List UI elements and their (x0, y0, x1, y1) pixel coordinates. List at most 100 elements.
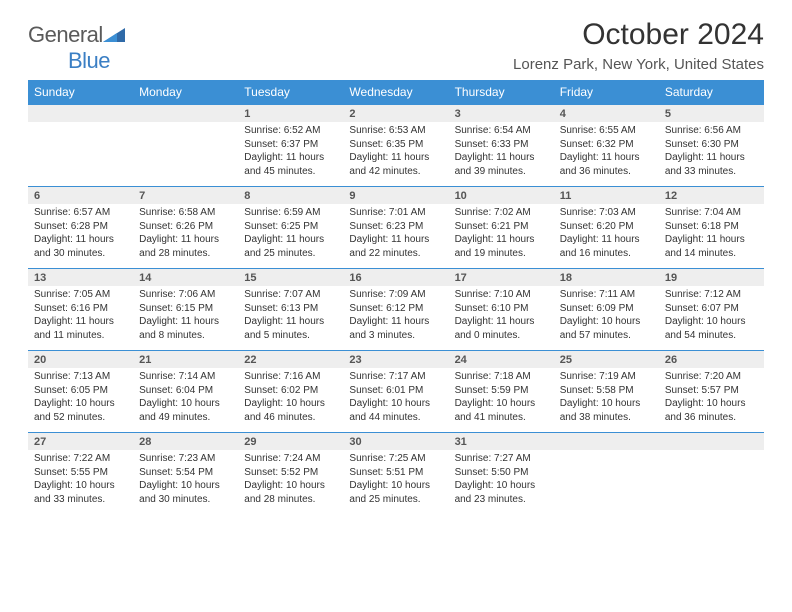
day-cell: Sunrise: 7:03 AMSunset: 6:20 PMDaylight:… (554, 204, 659, 269)
daylight-text: Daylight: 11 hours and 16 minutes. (560, 233, 653, 260)
day-cell (659, 450, 764, 514)
sunset-text: Sunset: 5:51 PM (349, 466, 442, 480)
day-cell: Sunrise: 7:02 AMSunset: 6:21 PMDaylight:… (449, 204, 554, 269)
day-content-row: Sunrise: 7:22 AMSunset: 5:55 PMDaylight:… (28, 450, 764, 514)
daylight-text: Daylight: 11 hours and 11 minutes. (34, 315, 127, 342)
day-number: 23 (343, 351, 448, 369)
day-cell: Sunrise: 6:55 AMSunset: 6:32 PMDaylight:… (554, 122, 659, 187)
daylight-text: Daylight: 11 hours and 14 minutes. (665, 233, 758, 260)
weekday-header: Friday (554, 80, 659, 105)
sunrise-text: Sunrise: 6:58 AM (139, 206, 232, 220)
sunset-text: Sunset: 6:33 PM (455, 138, 548, 152)
sunset-text: Sunset: 5:58 PM (560, 384, 653, 398)
sunrise-text: Sunrise: 7:10 AM (455, 288, 548, 302)
sunrise-text: Sunrise: 7:18 AM (455, 370, 548, 384)
day-cell: Sunrise: 7:07 AMSunset: 6:13 PMDaylight:… (238, 286, 343, 351)
daylight-text: Daylight: 11 hours and 19 minutes. (455, 233, 548, 260)
day-cell: Sunrise: 7:18 AMSunset: 5:59 PMDaylight:… (449, 368, 554, 433)
daylight-text: Daylight: 11 hours and 3 minutes. (349, 315, 442, 342)
day-number: 5 (659, 105, 764, 123)
weekday-header: Monday (133, 80, 238, 105)
day-cell: Sunrise: 7:17 AMSunset: 6:01 PMDaylight:… (343, 368, 448, 433)
location-text: Lorenz Park, New York, United States (513, 56, 764, 73)
day-number: 13 (28, 269, 133, 287)
sunrise-text: Sunrise: 7:04 AM (665, 206, 758, 220)
sunset-text: Sunset: 5:50 PM (455, 466, 548, 480)
day-cell: Sunrise: 7:12 AMSunset: 6:07 PMDaylight:… (659, 286, 764, 351)
sunset-text: Sunset: 6:32 PM (560, 138, 653, 152)
day-number-row: 13141516171819 (28, 269, 764, 287)
day-cell (28, 122, 133, 187)
day-cell: Sunrise: 7:10 AMSunset: 6:10 PMDaylight:… (449, 286, 554, 351)
day-cell: Sunrise: 6:57 AMSunset: 6:28 PMDaylight:… (28, 204, 133, 269)
sunrise-text: Sunrise: 7:07 AM (244, 288, 337, 302)
sunset-text: Sunset: 6:23 PM (349, 220, 442, 234)
sunset-text: Sunset: 6:12 PM (349, 302, 442, 316)
day-cell: Sunrise: 7:05 AMSunset: 6:16 PMDaylight:… (28, 286, 133, 351)
sunrise-text: Sunrise: 6:52 AM (244, 124, 337, 138)
day-cell (554, 450, 659, 514)
day-number: 27 (28, 433, 133, 451)
sunrise-text: Sunrise: 7:01 AM (349, 206, 442, 220)
sunset-text: Sunset: 6:16 PM (34, 302, 127, 316)
daylight-text: Daylight: 11 hours and 5 minutes. (244, 315, 337, 342)
daylight-text: Daylight: 11 hours and 33 minutes. (665, 151, 758, 178)
sunset-text: Sunset: 6:01 PM (349, 384, 442, 398)
sunset-text: Sunset: 6:26 PM (139, 220, 232, 234)
day-cell: Sunrise: 7:23 AMSunset: 5:54 PMDaylight:… (133, 450, 238, 514)
day-cell (133, 122, 238, 187)
day-number-row: 2728293031 (28, 433, 764, 451)
day-number: 22 (238, 351, 343, 369)
sunset-text: Sunset: 6:05 PM (34, 384, 127, 398)
day-cell: Sunrise: 7:22 AMSunset: 5:55 PMDaylight:… (28, 450, 133, 514)
day-number: 8 (238, 187, 343, 205)
daylight-text: Daylight: 11 hours and 22 minutes. (349, 233, 442, 260)
day-number (133, 105, 238, 123)
day-number: 14 (133, 269, 238, 287)
day-cell: Sunrise: 7:20 AMSunset: 5:57 PMDaylight:… (659, 368, 764, 433)
daylight-text: Daylight: 11 hours and 42 minutes. (349, 151, 442, 178)
day-cell: Sunrise: 6:58 AMSunset: 6:26 PMDaylight:… (133, 204, 238, 269)
day-number: 11 (554, 187, 659, 205)
sunrise-text: Sunrise: 7:09 AM (349, 288, 442, 302)
day-number: 6 (28, 187, 133, 205)
day-cell: Sunrise: 7:19 AMSunset: 5:58 PMDaylight:… (554, 368, 659, 433)
day-number: 20 (28, 351, 133, 369)
daylight-text: Daylight: 10 hours and 36 minutes. (665, 397, 758, 424)
logo-text-general: General (28, 22, 103, 47)
weekday-header: Tuesday (238, 80, 343, 105)
day-number: 29 (238, 433, 343, 451)
daylight-text: Daylight: 11 hours and 39 minutes. (455, 151, 548, 178)
sunset-text: Sunset: 6:28 PM (34, 220, 127, 234)
calendar-body: 12345 Sunrise: 6:52 AMSunset: 6:37 PMDay… (28, 105, 764, 515)
day-cell: Sunrise: 7:16 AMSunset: 6:02 PMDaylight:… (238, 368, 343, 433)
sunrise-text: Sunrise: 7:27 AM (455, 452, 548, 466)
month-title: October 2024 (513, 18, 764, 52)
sunset-text: Sunset: 6:25 PM (244, 220, 337, 234)
sunrise-text: Sunrise: 7:16 AM (244, 370, 337, 384)
sunrise-text: Sunrise: 7:06 AM (139, 288, 232, 302)
weekday-header: Wednesday (343, 80, 448, 105)
calendar-page: General Blue October 2024 Lorenz Park, N… (0, 0, 792, 524)
day-number-row: 6789101112 (28, 187, 764, 205)
weekday-header-row: Sunday Monday Tuesday Wednesday Thursday… (28, 80, 764, 105)
day-number-row: 12345 (28, 105, 764, 123)
calendar-table: Sunday Monday Tuesday Wednesday Thursday… (28, 80, 764, 514)
day-content-row: Sunrise: 6:52 AMSunset: 6:37 PMDaylight:… (28, 122, 764, 187)
sunset-text: Sunset: 6:09 PM (560, 302, 653, 316)
sunrise-text: Sunrise: 7:14 AM (139, 370, 232, 384)
sunrise-text: Sunrise: 7:25 AM (349, 452, 442, 466)
day-cell: Sunrise: 7:01 AMSunset: 6:23 PMDaylight:… (343, 204, 448, 269)
sunrise-text: Sunrise: 7:13 AM (34, 370, 127, 384)
sunset-text: Sunset: 6:21 PM (455, 220, 548, 234)
day-cell: Sunrise: 7:13 AMSunset: 6:05 PMDaylight:… (28, 368, 133, 433)
logo-text-blue: Blue (68, 48, 110, 73)
page-header: General Blue October 2024 Lorenz Park, N… (28, 18, 764, 74)
sunrise-text: Sunrise: 7:12 AM (665, 288, 758, 302)
day-cell: Sunrise: 6:54 AMSunset: 6:33 PMDaylight:… (449, 122, 554, 187)
daylight-text: Daylight: 11 hours and 25 minutes. (244, 233, 337, 260)
sunrise-text: Sunrise: 6:56 AM (665, 124, 758, 138)
sunrise-text: Sunrise: 6:59 AM (244, 206, 337, 220)
sunrise-text: Sunrise: 7:19 AM (560, 370, 653, 384)
day-number (28, 105, 133, 123)
